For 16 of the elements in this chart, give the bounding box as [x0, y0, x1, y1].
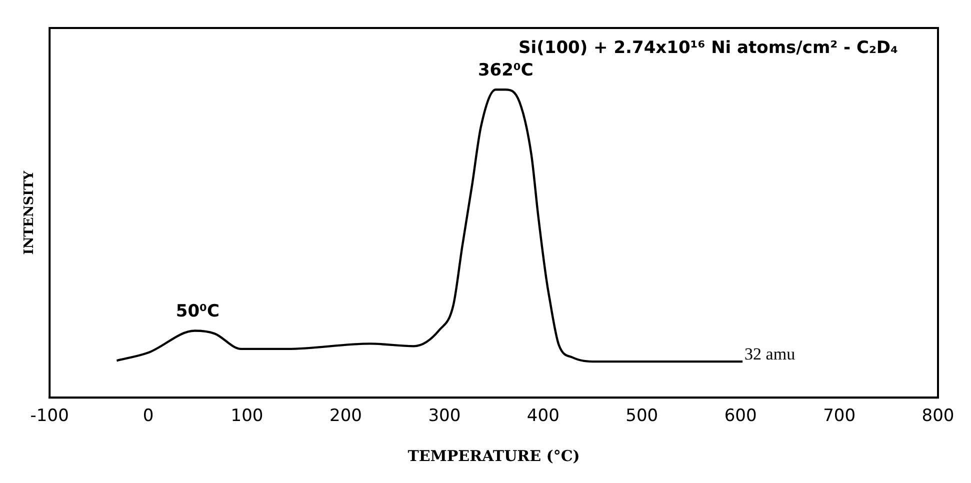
x-tick-label: 0	[142, 406, 154, 426]
annotation: 32 amu	[744, 344, 796, 364]
x-tick-label: 300	[428, 406, 461, 426]
x-tick-label: 800	[922, 406, 954, 426]
x-tick-label: 100	[230, 406, 264, 426]
annotation: 50⁰C	[176, 302, 220, 322]
x-tick-label: 700	[823, 406, 856, 426]
x-tick-label: 500	[626, 406, 658, 426]
x-tick-label: 600	[724, 406, 757, 426]
annotation: 362⁰C	[478, 60, 534, 81]
y-axis-title: INTENSITY	[22, 170, 38, 255]
chart-title: Si(100) + 2.74x10¹⁶ Ni atoms/cm² - C₂D₄	[518, 38, 898, 58]
x-tick-label: -100	[30, 406, 69, 426]
x-tick-label: 200	[330, 406, 362, 426]
x-tick-label: 400	[526, 406, 560, 426]
x-axis-title: TEMPERATURE (°C)	[408, 446, 580, 465]
